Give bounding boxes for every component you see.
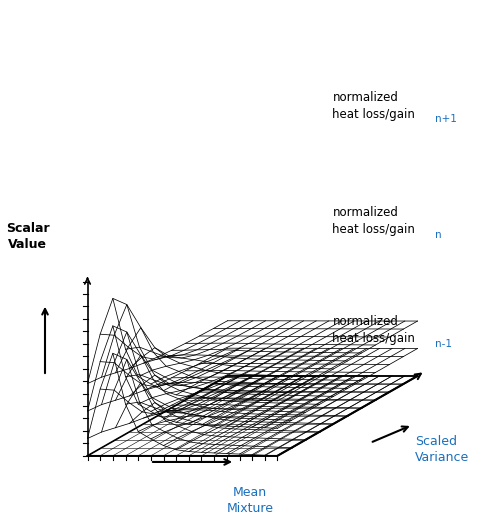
Text: normalized
heat loss/gain: normalized heat loss/gain: [332, 91, 415, 121]
Text: normalized
heat loss/gain: normalized heat loss/gain: [332, 315, 415, 345]
Text: n-1: n-1: [435, 338, 452, 349]
Text: n+1: n+1: [435, 114, 457, 125]
Text: n: n: [435, 230, 442, 241]
Text: normalized
heat loss/gain: normalized heat loss/gain: [332, 207, 415, 236]
Text: Mean
Mixture
Fraction: Mean Mixture Fraction: [225, 486, 275, 515]
Text: Scaled
Variance: Scaled Variance: [415, 435, 469, 464]
Text: Scalar
Value: Scalar Value: [6, 222, 50, 251]
